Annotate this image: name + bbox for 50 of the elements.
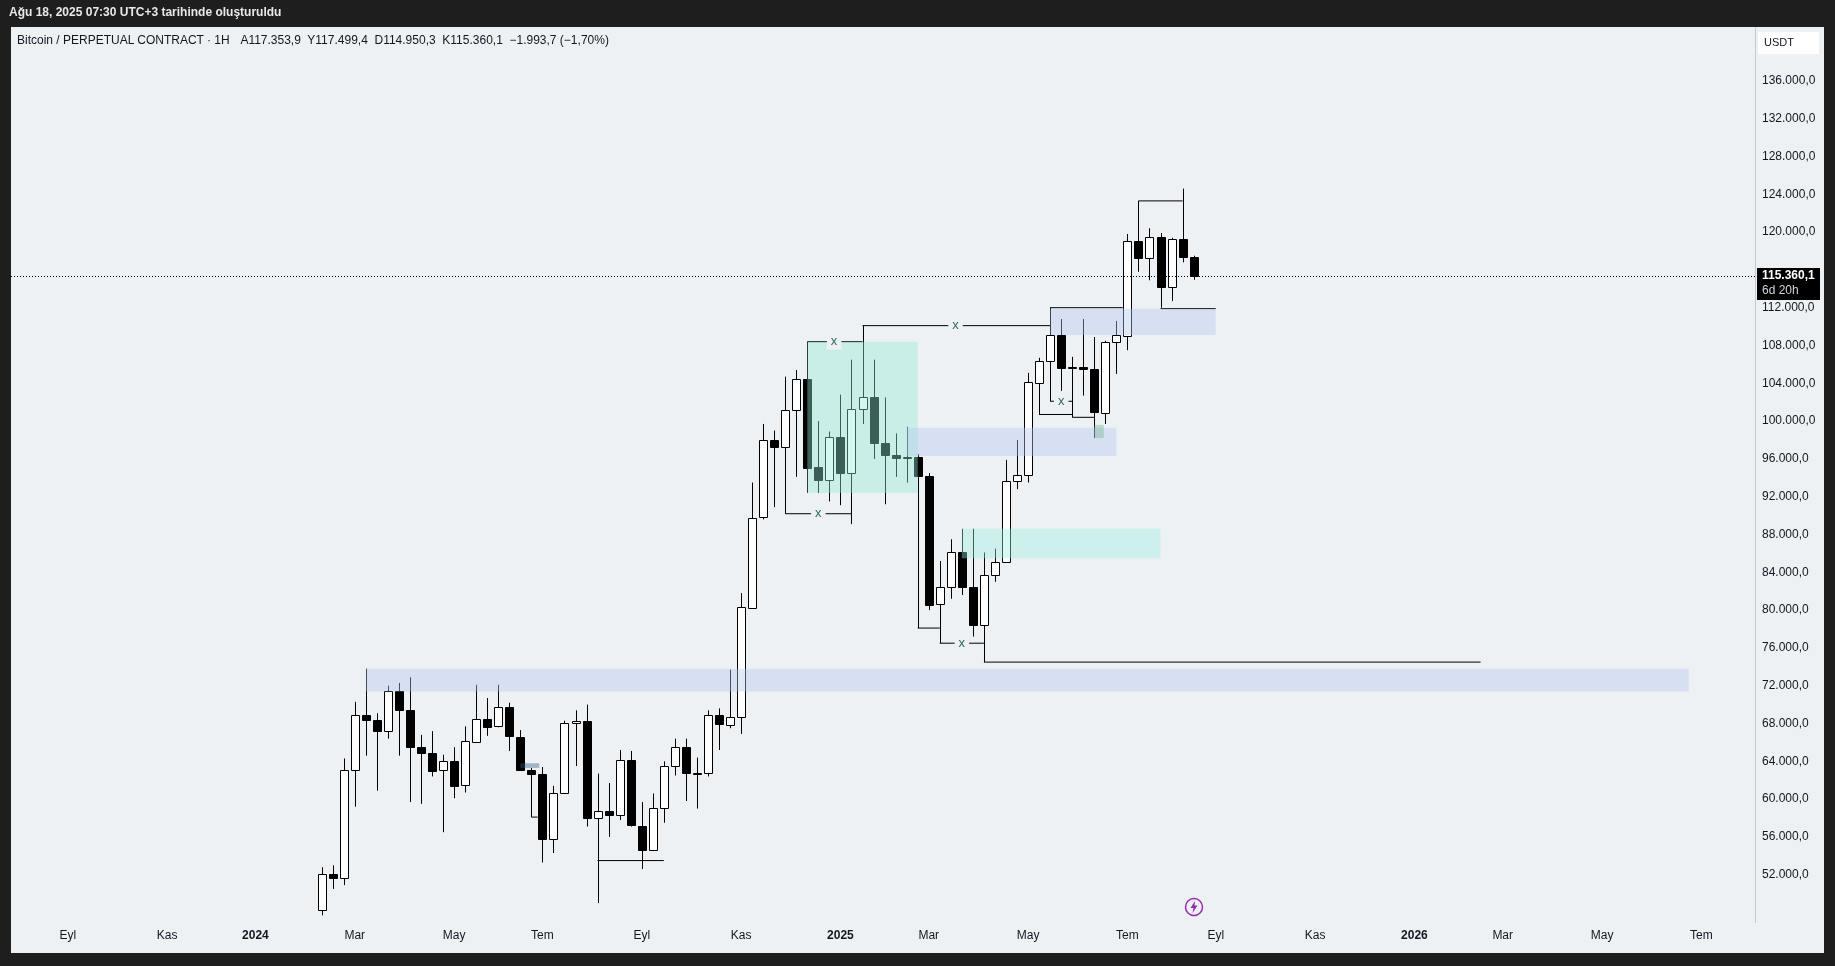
y-tick-label: 128.000,0 <box>1762 148 1816 163</box>
ref-line-label: 115.360,1 <box>1762 268 1816 283</box>
y-tick-label: 124.000,0 <box>1762 186 1816 201</box>
y-tick-label: 100.000,0 <box>1762 413 1816 428</box>
x-tick-label: Tem <box>1690 927 1713 942</box>
x-tick-label: Kas <box>156 927 178 942</box>
y-tick-label: 64.000,0 <box>1762 753 1810 768</box>
x-tick-label: Mar <box>344 927 366 942</box>
y-tick-label: 80.000,0 <box>1762 602 1810 617</box>
annotation: x <box>952 317 960 333</box>
x-tick-label: Tem <box>1116 927 1139 942</box>
y-tick-label: 68.000,0 <box>1762 715 1810 730</box>
x-tick-label: May <box>1016 927 1040 942</box>
y-tick-label: 84.000,0 <box>1762 564 1810 579</box>
x-tick-label: Kas <box>730 927 752 942</box>
x-tick-label: 2025 <box>827 927 855 942</box>
text: 6d 20h <box>1762 283 1799 298</box>
text: A117.353,9 Y117.499,4 D114.950,3 K115.360,1 −1.993,7 (−1,70%) <box>240 33 609 48</box>
y-tick-label: 88.000,0 <box>1762 526 1810 541</box>
annotation: x <box>1057 392 1065 408</box>
x-tick-label: May <box>442 927 466 942</box>
y-tick-label: 92.000,0 <box>1762 489 1810 504</box>
y-tick-label: 132.000,0 <box>1762 110 1816 125</box>
text: Ağu 18, 2025 07:30 UTC+3 tarihinde oluşturuldu <box>9 5 282 19</box>
annotation: x <box>830 333 838 349</box>
x-tick-label: Eyl <box>633 927 651 942</box>
x-tick-label: Eyl <box>59 927 77 942</box>
y-tick-label: 52.000,0 <box>1762 867 1810 882</box>
y-tick-label: 108.000,0 <box>1762 337 1816 352</box>
x-tick-label: Eyl <box>1207 927 1225 942</box>
annotation: x <box>958 634 966 650</box>
x-tick-label: 2026 <box>1401 927 1429 942</box>
x-tick-label: May <box>1590 927 1614 942</box>
x-tick-label: Kas <box>1304 927 1326 942</box>
y-tick-label: 120.000,0 <box>1762 224 1816 239</box>
y-tick-label: 76.000,0 <box>1762 640 1810 655</box>
y-tick-label: 56.000,0 <box>1762 829 1810 844</box>
y-tick-label: 112.000,0 <box>1762 300 1815 314</box>
y-tick-label: 60.000,0 <box>1762 791 1810 806</box>
x-tick-label: 2024 <box>242 927 270 942</box>
text: Bitcoin / PERPETUAL CONTRACT · 1H <box>17 33 230 48</box>
y-axis-title: USDT <box>1764 36 1795 49</box>
y-tick-label: 72.000,0 <box>1762 678 1810 693</box>
y-tick-label: 104.000,0 <box>1762 375 1816 390</box>
x-tick-label: Mar <box>918 927 940 942</box>
x-tick-label: Tem <box>531 927 554 942</box>
x-tick-label: Mar <box>1492 927 1514 942</box>
y-tick-label: 96.000,0 <box>1762 451 1810 466</box>
y-tick-label: 136.000,0 <box>1762 73 1816 88</box>
annotation: x <box>815 505 823 521</box>
